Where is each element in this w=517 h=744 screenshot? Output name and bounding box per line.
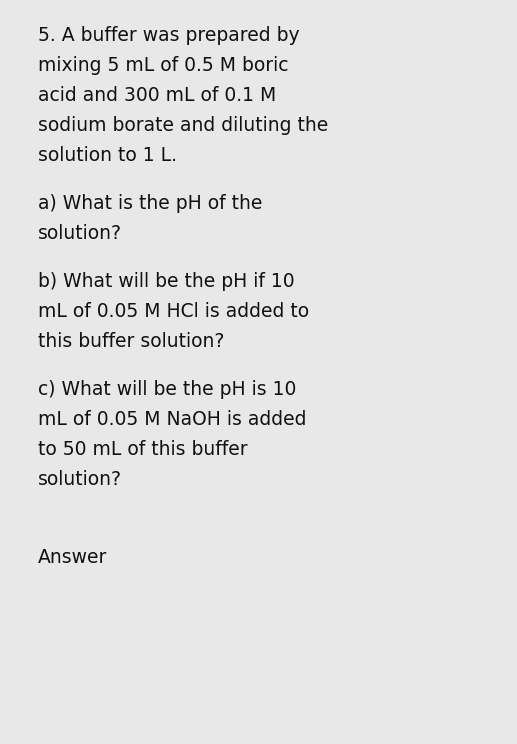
Text: a) What is the pH of the: a) What is the pH of the <box>38 194 262 213</box>
Text: mixing 5 mL of 0.5 M boric: mixing 5 mL of 0.5 M boric <box>38 56 288 75</box>
Text: mL of 0.05 M HCl is added to: mL of 0.05 M HCl is added to <box>38 302 309 321</box>
Text: acid and 300 mL of 0.1 M: acid and 300 mL of 0.1 M <box>38 86 276 105</box>
Text: to 50 mL of this buffer: to 50 mL of this buffer <box>38 440 248 459</box>
Text: sodium borate and diluting the: sodium borate and diluting the <box>38 116 328 135</box>
Text: solution?: solution? <box>38 470 122 489</box>
Text: solution?: solution? <box>38 224 122 243</box>
Text: 5. A buffer was prepared by: 5. A buffer was prepared by <box>38 26 300 45</box>
Text: b) What will be the pH if 10: b) What will be the pH if 10 <box>38 272 295 291</box>
Text: Answer: Answer <box>38 548 108 567</box>
Text: c) What will be the pH is 10: c) What will be the pH is 10 <box>38 380 296 399</box>
Text: solution to 1 L.: solution to 1 L. <box>38 146 177 165</box>
Text: mL of 0.05 M NaOH is added: mL of 0.05 M NaOH is added <box>38 410 307 429</box>
Text: this buffer solution?: this buffer solution? <box>38 332 224 351</box>
